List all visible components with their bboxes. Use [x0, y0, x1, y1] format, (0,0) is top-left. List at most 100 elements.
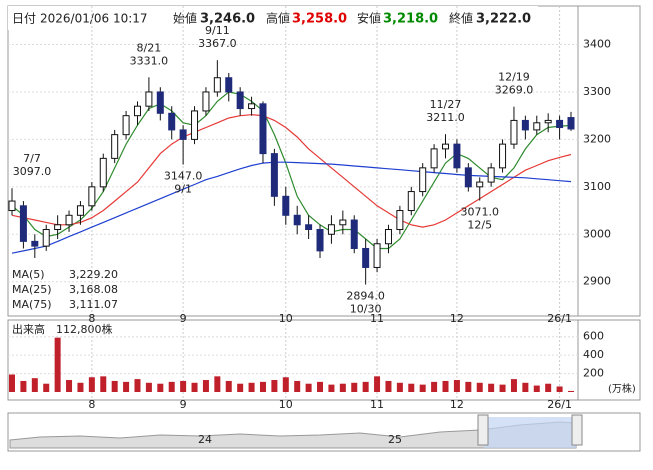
annotation-date: 7/7 [23, 152, 41, 165]
candle-body [88, 186, 96, 207]
volume-bar [533, 385, 540, 392]
x-tick-label: 12 [450, 398, 464, 411]
candle-body [65, 214, 73, 226]
x-tick-label: 10 [279, 312, 293, 325]
volume-bar [43, 383, 50, 392]
candle-body [453, 143, 461, 169]
candle-body [544, 119, 552, 124]
annotation-value: 3367.0 [198, 37, 237, 50]
volume-bar [522, 382, 529, 392]
candle-body [499, 143, 507, 169]
candle-body [282, 195, 290, 216]
header-date: 2026/01/06 10:17 [40, 12, 148, 26]
volume-bar [294, 380, 301, 392]
x-tick-label: 26/1 [547, 398, 572, 411]
volume-bar [202, 380, 209, 392]
header-bg [8, 6, 538, 30]
candle-body [464, 167, 472, 188]
candle-body [350, 219, 358, 249]
volume-bar [168, 381, 175, 392]
annotation-date: 8/21 [137, 41, 162, 54]
x-tick-label: 11 [370, 312, 384, 325]
candle-body [327, 224, 335, 235]
volume-bar [191, 382, 198, 392]
x-tick-label: 10 [279, 398, 293, 411]
header-label: 始値 [173, 11, 197, 26]
legend-name: MA(5) [12, 268, 45, 281]
annotation-value: 3097.0 [13, 165, 52, 178]
annotation-date: 12/19 [498, 71, 530, 84]
x-tick-label: 9 [180, 312, 187, 325]
volume-bar [396, 382, 403, 392]
legend-name: MA(75) [12, 298, 52, 311]
candle-body [145, 91, 153, 107]
ma-line [11, 91, 572, 250]
candle-body [259, 103, 267, 155]
candle-body [168, 112, 176, 131]
annotation-value: 3147.0 [164, 170, 203, 183]
candle-body [396, 210, 404, 231]
candle-body [567, 117, 575, 130]
annotation-value: 3211.0 [426, 111, 465, 124]
navigator-handle[interactable] [571, 414, 583, 446]
volume-bar [453, 380, 460, 392]
volume-bar [66, 380, 73, 392]
candle-body [19, 205, 27, 242]
candle-body [8, 200, 16, 212]
candle-body [442, 143, 450, 150]
y-tick-label: 3000 [583, 227, 611, 240]
y-tick-label: 3100 [583, 180, 611, 193]
navigator-handle[interactable] [477, 414, 489, 446]
candle-body [476, 181, 484, 188]
volume-bar [305, 383, 312, 392]
candle-body [99, 157, 107, 188]
candle-body [293, 214, 301, 226]
candle-body [31, 240, 39, 247]
candle-body [202, 91, 210, 112]
candle-body [133, 105, 141, 117]
candle-body [191, 110, 199, 140]
volume-bar [77, 382, 84, 392]
annotation-date: 9/11 [205, 24, 230, 37]
x-tick-label: 8 [88, 312, 95, 325]
candle-body [362, 247, 370, 268]
volume-bar [31, 378, 38, 392]
candle-body [248, 103, 256, 110]
volume-bar [476, 382, 483, 392]
volume-bar [9, 374, 15, 392]
candle-body [407, 191, 415, 212]
volume-bar [510, 379, 517, 392]
candle-body [305, 224, 313, 231]
header-label: 安値 [357, 11, 381, 26]
legend-value: 3,229.20 [69, 268, 118, 281]
volume-bar [499, 384, 506, 392]
navigator-selection[interactable] [484, 417, 576, 448]
candle-body [122, 115, 130, 136]
candle-body [236, 91, 244, 110]
volume-bar [339, 383, 346, 392]
volume-bar [488, 383, 495, 392]
x-tick-label: 11 [370, 398, 384, 411]
volume-bar [362, 381, 369, 392]
volume-bar [134, 379, 141, 392]
volume-bar [88, 377, 95, 392]
candle-body [270, 153, 278, 197]
candle-body [111, 134, 119, 159]
annotation-value: 3071.0 [460, 206, 499, 219]
candle-body [42, 229, 50, 247]
ma-line [11, 161, 572, 254]
candle-body [225, 77, 233, 93]
candle-body [556, 119, 564, 129]
header-label: 終値 [449, 11, 473, 26]
candle-body [510, 119, 518, 145]
candle-body [156, 91, 164, 114]
volume-bar [545, 383, 552, 392]
volume-bar [328, 384, 335, 392]
x-tick-label: 12 [450, 312, 464, 325]
y-tick-label: 3300 [583, 85, 611, 98]
candle-body [384, 229, 392, 245]
y-tick-label: 3200 [583, 132, 611, 145]
candle-body [316, 229, 324, 252]
